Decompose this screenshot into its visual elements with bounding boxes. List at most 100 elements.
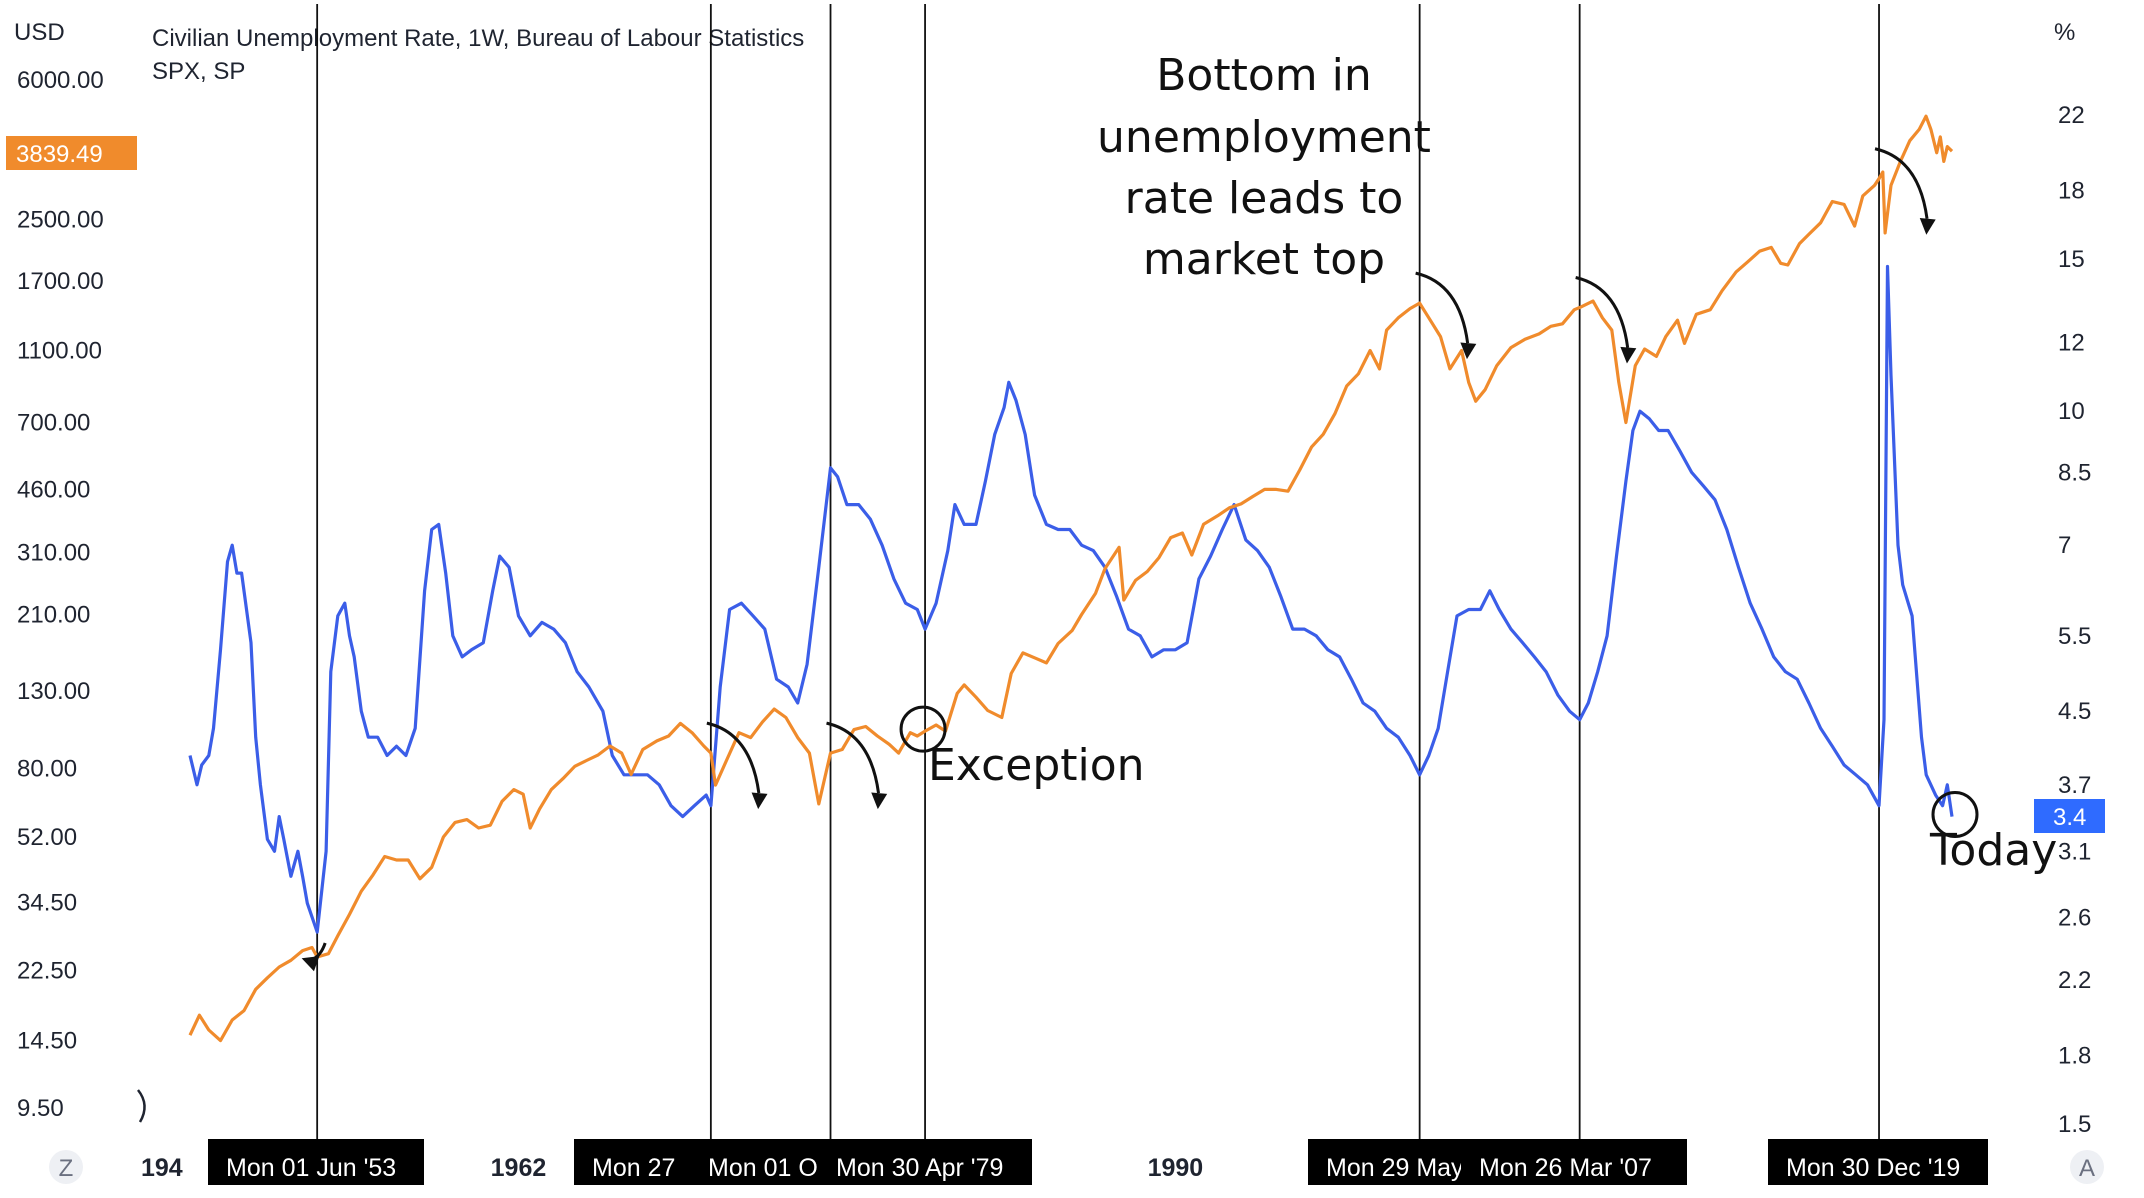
arrow-stroke (1874, 147, 1929, 219)
left-tick-label: 460.00 (17, 476, 90, 503)
auto-scale-label[interactable]: A (2079, 1155, 2095, 1182)
date-marker-text: Mon 29 May (1326, 1154, 1464, 1182)
right-tick-label: 1.8 (2058, 1042, 2091, 1069)
date-marker-text: Mon 30 Dec '19 (1786, 1154, 1960, 1182)
left-tick-label: 210.00 (17, 601, 90, 628)
axis-bracket-mark (137, 1089, 146, 1123)
date-marker-bg (690, 1139, 818, 1185)
date-marker-bg (1308, 1139, 1461, 1185)
right-tick-label: 10 (2058, 398, 2085, 425)
right-tick-label: 12 (2058, 330, 2085, 357)
x-tick-label: 194 (141, 1154, 183, 1182)
arrow-stroke (826, 721, 881, 794)
right-tick-label: 3.1 (2058, 838, 2091, 865)
date-marker-labels: Mon 01 Jun '53 Mon 27 Mon 01 O Mon 30 Apr '… (208, 1139, 1988, 1185)
arrow-head (1460, 342, 1477, 360)
arrow-head-shape (1919, 218, 1936, 235)
right-tick-label: 8.5 (2058, 459, 2091, 486)
date-marker-bg (1461, 1139, 1687, 1185)
spx-last-value-badge: 3839.49 (6, 136, 137, 170)
date-marker-text: Mon 01 O (708, 1154, 818, 1182)
right-tick-label: 4.5 (2058, 698, 2091, 725)
arrow-head-shape (751, 792, 768, 810)
arrow-head (871, 792, 888, 810)
highlight-circle (899, 705, 947, 753)
left-tick-label: 1100.00 (17, 337, 102, 364)
date-marker-label: Mon 01 O (690, 1139, 818, 1185)
date-marker-bg (818, 1139, 1032, 1185)
left-axis: 6000.00 2500.00 1700.00 1100.00 700.00 460.00… (17, 67, 104, 1122)
annotation-line-3: rate leads to (1125, 173, 1404, 224)
unemployment-badge-bg (2034, 799, 2105, 833)
arrow-head-shape (1460, 342, 1477, 360)
annotation-exception: Exception (928, 740, 1145, 791)
left-tick-label: 310.00 (17, 539, 90, 566)
arrow-head-shape (1620, 346, 1637, 364)
right-tick-label: 22 (2058, 102, 2085, 129)
x-tick-label: 1962 (491, 1154, 547, 1182)
right-tick-label: 2.6 (2058, 904, 2091, 931)
right-tick-label: 5.5 (2058, 623, 2091, 650)
auto-scale-button[interactable]: A (2070, 1150, 2104, 1184)
left-tick-label: 6000.00 (17, 67, 104, 94)
date-marker-text: Mon 26 Mar '07 (1479, 1154, 1652, 1182)
arrow-head (1919, 218, 1936, 235)
right-tick-label: 15 (2058, 246, 2085, 273)
annotation-today: Today (1929, 825, 2057, 876)
right-tick-label: 1.5 (2058, 1111, 2091, 1138)
left-tick-label: 2500.00 (17, 207, 104, 234)
vertical-markers (316, 4, 1880, 1142)
arrow-head (1620, 346, 1637, 364)
date-marker-text: Mon 30 Apr '79 (836, 1154, 1003, 1182)
date-marker-bg (574, 1139, 690, 1185)
series-title-unemployment: Civilian Unemployment Rate, 1W, Bureau o… (152, 25, 804, 52)
spx-badge-text: 3839.49 (16, 141, 103, 168)
annotation-bottom-note: Bottom in unemployment rate leads to mar… (1097, 50, 1431, 285)
date-marker-label: Mon 30 Apr '79 (818, 1139, 1032, 1185)
date-marker-label: Mon 30 Dec '19 (1768, 1139, 1988, 1185)
left-tick-label: 130.00 (17, 678, 90, 705)
unemployment-last-value-badge: 3.4 (2034, 799, 2105, 833)
right-tick-label: 2.2 (2058, 967, 2091, 994)
left-axis-unit: USD (14, 19, 65, 46)
scale-z-label[interactable]: Z (59, 1155, 74, 1182)
right-axis: 22 18 15 12 10 8.5 7 5.5 4.5 3.7 3.1 2.6 2.2 1.8 1.5 (2058, 102, 2091, 1138)
left-tick-label: 14.50 (17, 1028, 77, 1055)
date-marker-label: Mon 27 (574, 1139, 690, 1185)
date-marker-bg (208, 1139, 424, 1185)
date-marker-label: Mon 29 May (1308, 1139, 1464, 1185)
right-tick-label: 7 (2058, 532, 2071, 559)
arrow-stroke (1575, 276, 1630, 348)
left-tick-label: 22.50 (17, 958, 77, 985)
series-layer (188, 114, 1954, 1043)
annotation-line-1: Bottom in (1156, 50, 1372, 101)
left-tick-label: 52.00 (17, 824, 77, 851)
spx-badge-bg (6, 136, 137, 170)
arrow-head-shape (301, 956, 320, 972)
circle-layer (899, 705, 1979, 839)
x-tick-label: 1990 (1148, 1154, 1204, 1182)
left-tick-label: 80.00 (17, 755, 77, 782)
arrow-head (751, 792, 768, 810)
date-marker-text: Mon 01 Jun '53 (226, 1154, 396, 1182)
left-tick-label: 1700.00 (17, 268, 104, 295)
annotation-line-4: market top (1143, 234, 1385, 285)
arrow-layer (301, 147, 1936, 972)
date-marker-text: Mon 27 (592, 1154, 675, 1182)
arrow-stroke (706, 721, 761, 794)
left-tick-label: 34.50 (17, 889, 77, 916)
series-title-spx: SPX, SP (152, 58, 245, 85)
spx-line (188, 114, 1954, 1043)
right-axis-unit: % (2054, 19, 2075, 46)
arrow-head-shape (871, 792, 888, 810)
annotation-line-2: unemployment (1097, 112, 1431, 163)
unemployment-badge-text: 3.4 (2053, 804, 2086, 831)
arrow-stroke (1415, 271, 1470, 344)
scale-z-button-bg[interactable] (49, 1150, 83, 1184)
highlight-circle (1931, 791, 1979, 839)
left-tick-label: 9.50 (17, 1095, 64, 1122)
auto-scale-button-bg[interactable] (2070, 1150, 2104, 1184)
scale-z-button[interactable]: Z (49, 1150, 83, 1184)
